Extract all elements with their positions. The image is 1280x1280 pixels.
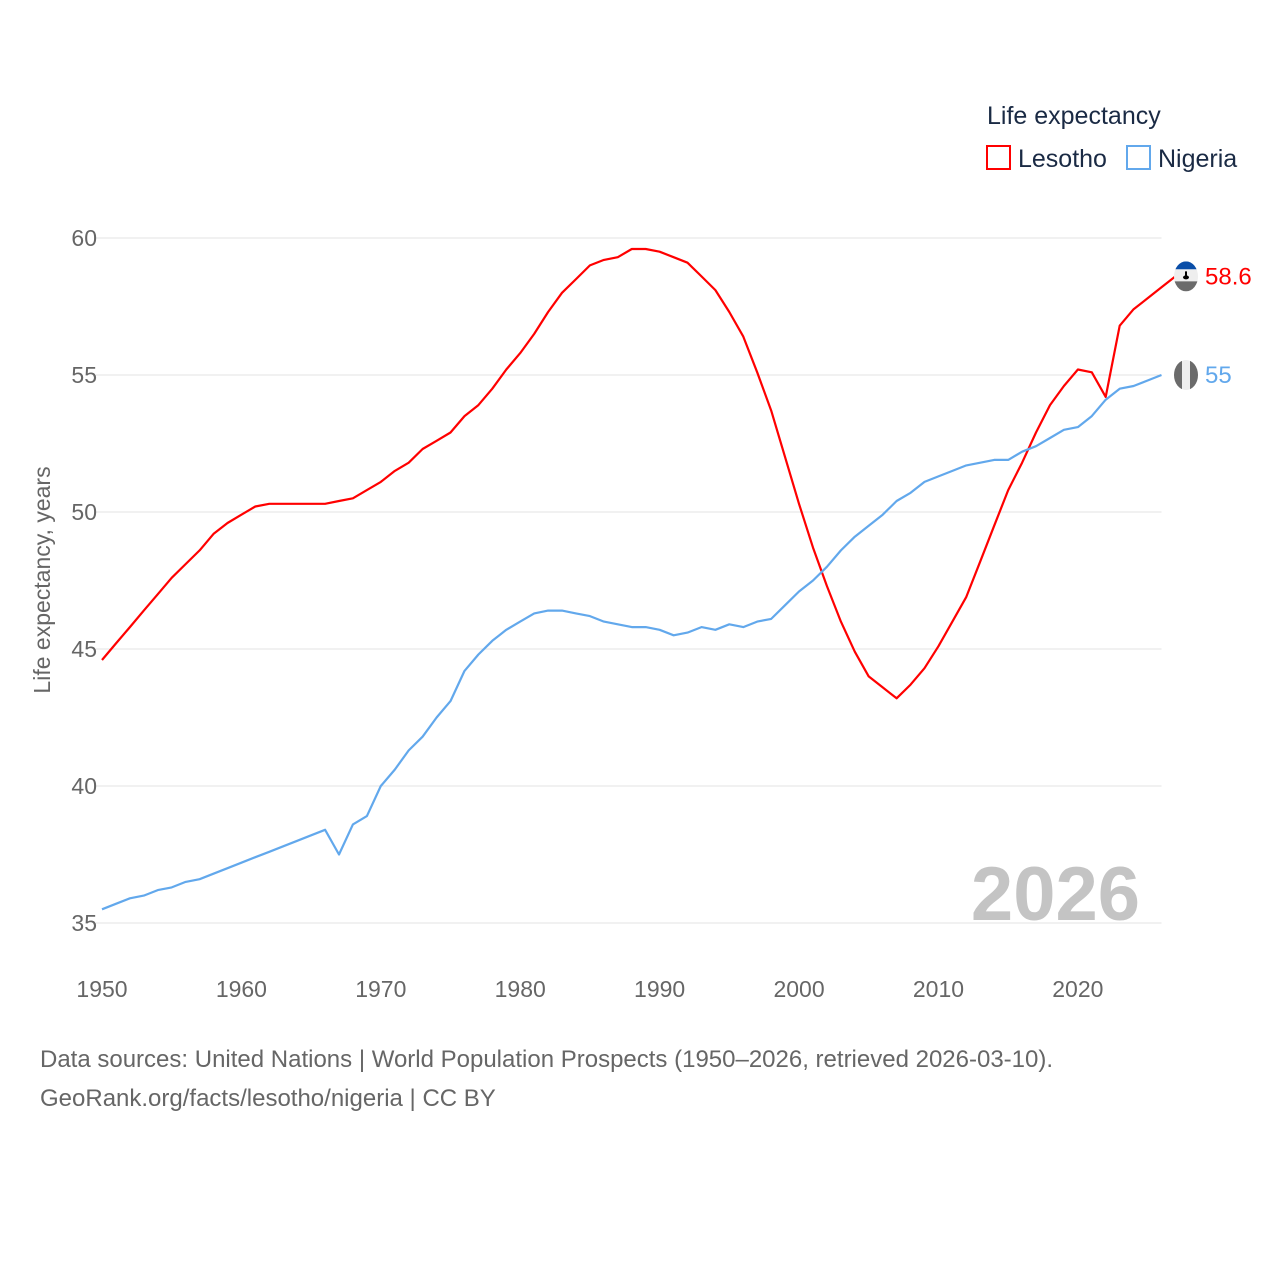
- legend-item-nigeria[interactable]: Nigeria: [1126, 145, 1237, 173]
- end-value-label: 58.6: [1205, 263, 1252, 290]
- x-tick-label: 1950: [76, 976, 127, 1002]
- data-source-text: Data sources: United Nations | World Pop…: [40, 1046, 1054, 1073]
- lesotho-flag-icon: [1174, 261, 1198, 292]
- x-tick-label: 2000: [773, 976, 824, 1002]
- x-tick-label: 1960: [216, 976, 267, 1002]
- y-axis-label: Life expectancy, years: [29, 466, 55, 693]
- legend-swatch: [986, 145, 1011, 170]
- year-watermark: 2026: [971, 852, 1140, 937]
- y-tick-label: 35: [71, 910, 97, 936]
- y-tick-label: 45: [71, 636, 97, 662]
- series-line-lesotho: [101, 247, 1177, 700]
- y-tick-label: 50: [71, 499, 97, 525]
- legend-swatch: [1126, 145, 1151, 170]
- legend-label: Lesotho: [1018, 145, 1107, 173]
- end-value-label: 55: [1205, 362, 1232, 389]
- x-tick-label: 2010: [913, 976, 964, 1002]
- y-tick-label: 55: [71, 362, 97, 388]
- x-tick-label: 1980: [495, 976, 546, 1002]
- nigeria-flag-icon: [1174, 360, 1198, 390]
- legend-label: Nigeria: [1158, 145, 1237, 173]
- attribution-link[interactable]: GeoRank.org/facts/lesotho/nigeria | CC B…: [40, 1085, 496, 1112]
- legend-title: Life expectancy: [987, 102, 1161, 130]
- y-tick-label: 60: [71, 225, 97, 251]
- series-line-nigeria: [101, 373, 1162, 911]
- x-tick-label: 2020: [1052, 976, 1103, 1002]
- x-tick-label: 1990: [634, 976, 685, 1002]
- y-tick-label: 40: [71, 773, 97, 799]
- x-tick-label: 1970: [355, 976, 406, 1002]
- legend-item-lesotho[interactable]: Lesotho: [986, 145, 1107, 173]
